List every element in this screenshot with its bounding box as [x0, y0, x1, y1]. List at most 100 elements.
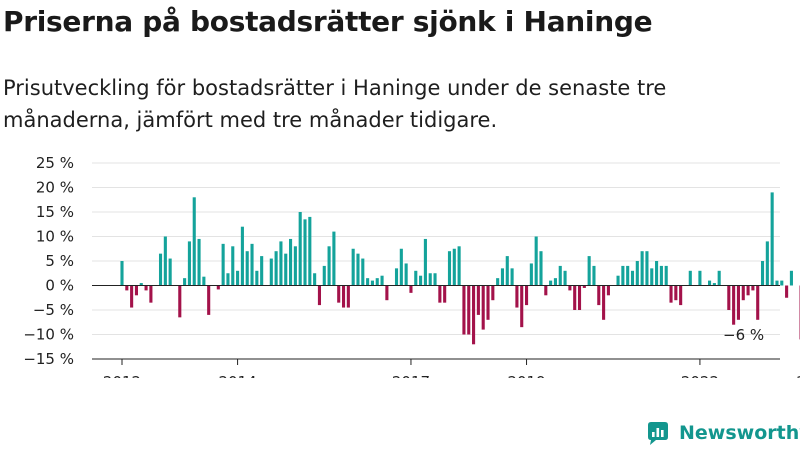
- bar: [236, 270, 240, 286]
- bar: [308, 216, 312, 286]
- bar: [679, 285, 683, 306]
- y-tick-label: 5 %: [45, 252, 74, 270]
- bar: [337, 285, 341, 303]
- bar: [524, 285, 529, 306]
- bar: [341, 285, 346, 308]
- bar: [780, 280, 784, 286]
- bar: [558, 265, 562, 286]
- bar: [322, 265, 326, 286]
- bar: [534, 236, 538, 286]
- bar: [630, 270, 635, 286]
- bar: [202, 276, 206, 286]
- bar: [481, 285, 485, 330]
- bar: [120, 261, 124, 286]
- bar: [775, 280, 779, 286]
- bar: [269, 258, 273, 286]
- bars: [120, 192, 800, 345]
- bar: [438, 285, 442, 303]
- bar: [717, 270, 721, 286]
- bar: [414, 270, 418, 286]
- bar: [515, 285, 519, 308]
- bar: [467, 285, 471, 335]
- latest-value-label: −6 %: [723, 326, 764, 344]
- bar: [303, 219, 307, 286]
- bar: [756, 285, 760, 320]
- bar: [688, 270, 692, 286]
- bar: [650, 268, 654, 286]
- bar: [505, 256, 509, 286]
- bar: [187, 241, 191, 286]
- bar: [197, 238, 201, 286]
- bar: [370, 280, 374, 286]
- x-tick-label: 2012: [103, 373, 141, 378]
- bar: [659, 265, 663, 286]
- grid-lines: [92, 162, 780, 360]
- y-tick-label: 10 %: [36, 228, 74, 246]
- bar: [669, 285, 673, 303]
- bar: [274, 251, 278, 286]
- newsworthy-logo-icon: [648, 422, 668, 445]
- bar: [216, 285, 220, 290]
- bar: [452, 248, 456, 286]
- bar: [674, 285, 678, 301]
- bar: [163, 236, 167, 286]
- bar: [751, 285, 755, 291]
- bar: [289, 238, 293, 286]
- bar: [385, 285, 389, 301]
- bar: [399, 248, 403, 286]
- bar: [765, 241, 769, 286]
- bar: [313, 273, 317, 286]
- bar: [168, 258, 172, 286]
- x-tick-label: 2017: [392, 373, 430, 378]
- page-title: Priserna på bostadsrätter sjönk i Haning…: [3, 5, 653, 38]
- y-tick-label: 15 %: [36, 203, 74, 221]
- bar: [582, 285, 586, 288]
- bar: [139, 283, 143, 286]
- bar: [404, 263, 408, 286]
- bar: [394, 268, 399, 286]
- x-tick-label: 2019: [507, 373, 545, 378]
- y-tick-label: 20 %: [36, 179, 74, 197]
- bar: [351, 248, 355, 286]
- bar: [409, 285, 413, 293]
- x-tick-label: 2014: [218, 373, 256, 378]
- y-tick-label: 25 %: [36, 154, 74, 172]
- bar: [284, 253, 288, 286]
- bar: [419, 275, 423, 286]
- bar: [476, 285, 480, 315]
- bar-chart: 25 % 20 % 15 % 10 % 5 % 0 % −5 % −10 % −15 % 201…: [23, 154, 800, 378]
- bar: [356, 253, 360, 286]
- bar: [130, 285, 134, 308]
- bar: [491, 285, 495, 301]
- bar: [616, 275, 620, 286]
- bar: [443, 285, 447, 303]
- bar: [553, 278, 557, 286]
- bar: [240, 226, 244, 286]
- bar: [597, 285, 601, 306]
- bar: [149, 285, 153, 303]
- bar: [736, 285, 740, 320]
- bar: [789, 270, 793, 286]
- bar: [732, 285, 736, 325]
- bar: [245, 251, 249, 286]
- bar: [500, 268, 505, 286]
- y-tick-label: 0 %: [45, 277, 74, 295]
- bar: [226, 273, 230, 286]
- bar: [577, 285, 582, 310]
- bar: [178, 285, 182, 318]
- bar: [298, 212, 302, 286]
- bar: [433, 273, 437, 286]
- bar: [640, 251, 644, 286]
- bar: [472, 285, 476, 345]
- bar: [592, 265, 596, 286]
- bar: [635, 261, 639, 286]
- y-tick-label: −15 %: [23, 350, 74, 368]
- bar: [423, 238, 427, 286]
- bar: [317, 285, 322, 306]
- bar: [602, 285, 606, 320]
- bar: [447, 251, 452, 286]
- bar: [698, 270, 702, 286]
- bar: [255, 270, 259, 286]
- bar: [231, 246, 235, 286]
- bar: [520, 285, 524, 328]
